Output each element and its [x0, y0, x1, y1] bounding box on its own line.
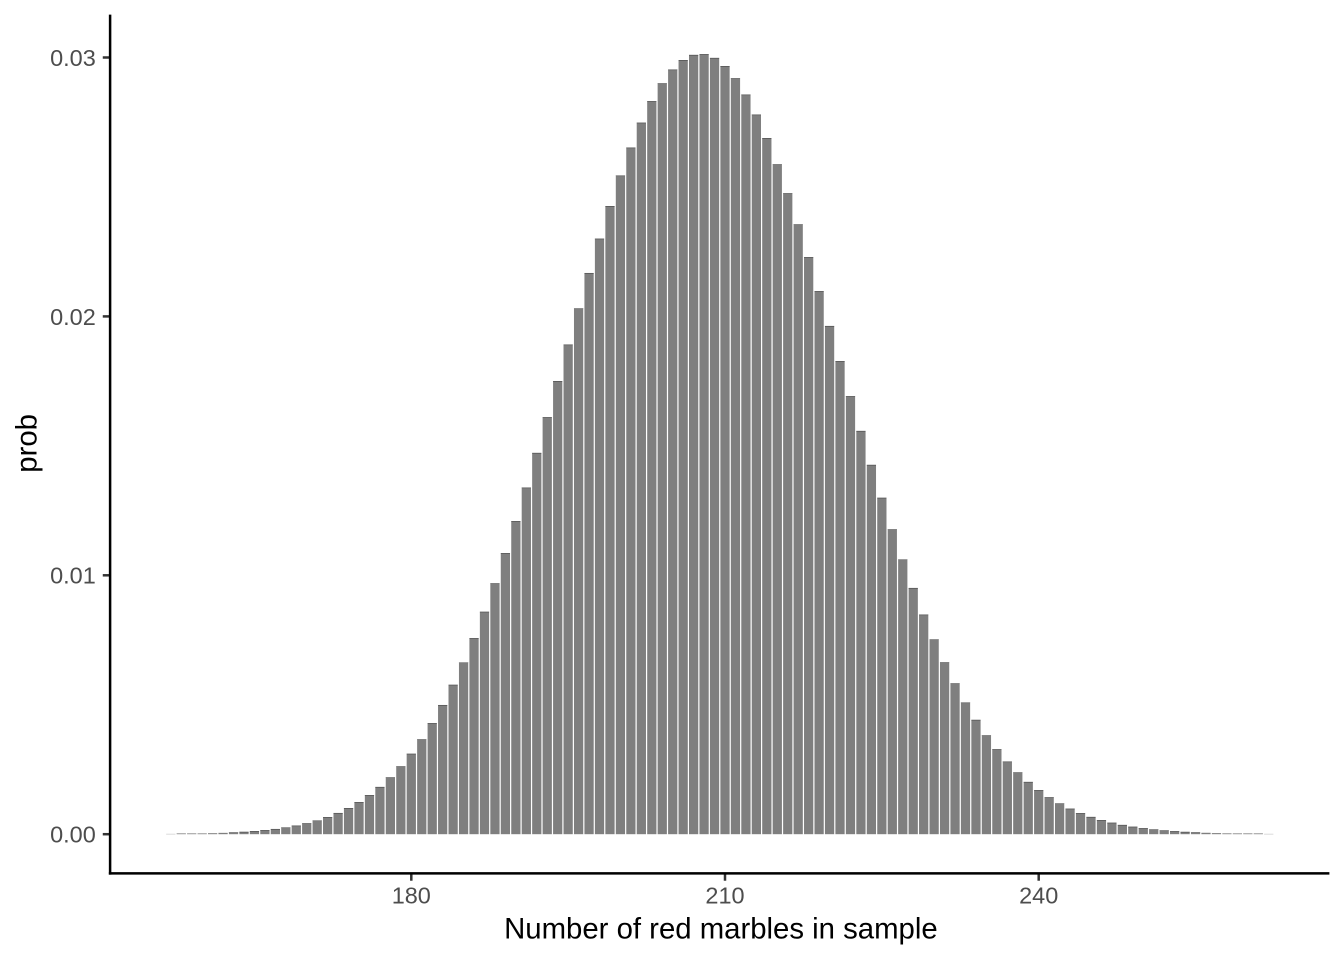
svg-text:210: 210 — [705, 883, 744, 909]
svg-text:180: 180 — [392, 883, 431, 909]
svg-text:prob: prob — [10, 414, 43, 473]
svg-text:0.00: 0.00 — [50, 822, 96, 848]
svg-text:0.03: 0.03 — [50, 45, 96, 71]
svg-text:0.01: 0.01 — [50, 563, 96, 589]
svg-text:240: 240 — [1019, 883, 1058, 909]
svg-text:Number of red marbles in sampl: Number of red marbles in sample — [504, 912, 938, 945]
svg-text:0.02: 0.02 — [50, 304, 96, 330]
